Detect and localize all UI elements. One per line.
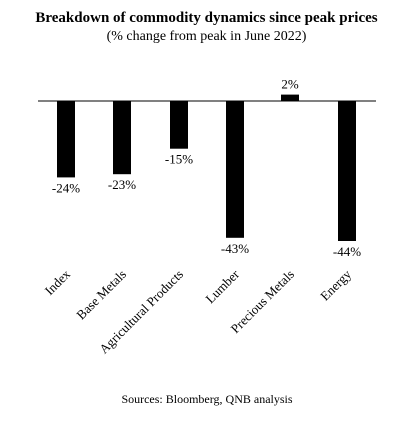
chart-title: Breakdown of commodity dynamics since pe… bbox=[35, 10, 377, 26]
chart-subtitle: (% change from peak in June 2022) bbox=[107, 29, 307, 44]
category-label-base-metals: Base Metals bbox=[73, 267, 129, 323]
value-label-group: -24% -23% -15% -43% 2% -44% bbox=[52, 77, 361, 259]
category-label-lumber: Lumber bbox=[202, 266, 242, 306]
bar-group bbox=[57, 94, 356, 241]
value-label-lumber: -43% bbox=[221, 241, 249, 256]
value-label-base-metals: -23% bbox=[108, 177, 136, 192]
bar-base-metals bbox=[113, 101, 131, 175]
value-label-index: -24% bbox=[52, 180, 80, 195]
value-label-precious-metals: 2% bbox=[281, 77, 299, 92]
bar-precious-metals bbox=[281, 94, 299, 101]
category-label-energy: Energy bbox=[317, 266, 354, 303]
bar-agricultural-products bbox=[170, 101, 188, 149]
value-label-agricultural-products: -15% bbox=[165, 152, 193, 167]
value-label-energy: -44% bbox=[333, 244, 361, 259]
bar-lumber bbox=[226, 101, 244, 238]
category-label-index: Index bbox=[42, 266, 74, 298]
bar-energy bbox=[338, 101, 356, 241]
chart-source: Sources: Bloomberg, QNB analysis bbox=[121, 392, 292, 406]
bar-index bbox=[57, 101, 75, 178]
